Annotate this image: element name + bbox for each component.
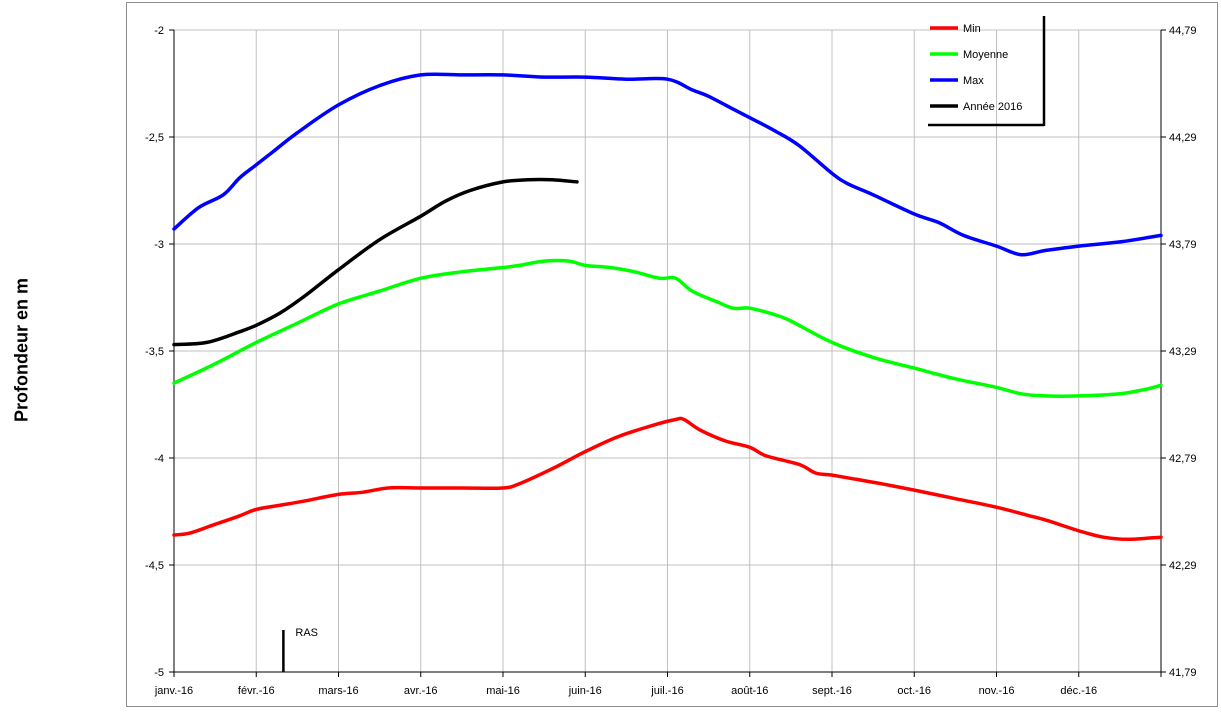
- series-line-moyenne: [172, 258, 1163, 398]
- y-tick-label: -4: [154, 453, 164, 465]
- x-tick-label: janv.-16: [154, 685, 193, 697]
- legend-label: Année 2016: [963, 101, 1022, 113]
- annotation-label: RAS: [295, 627, 318, 639]
- x-tick-label: juin-16: [568, 685, 602, 697]
- y2-tick-label: 44,29: [1169, 132, 1197, 144]
- x-tick-label: sept.-16: [812, 685, 852, 697]
- x-tick-label: mai-16: [486, 685, 520, 697]
- legend-label: Min: [963, 23, 981, 35]
- y-tick-label: -3: [154, 239, 164, 251]
- series-line-annee-2016: [172, 177, 579, 347]
- x-tick-label: oct.-16: [897, 685, 931, 697]
- y-tick-label: -2: [154, 25, 164, 37]
- x-tick-label: juil.-16: [650, 685, 683, 697]
- x-tick-label: avr.-16: [404, 685, 438, 697]
- y2-tick-label: 42,79: [1169, 453, 1197, 465]
- x-tick-label: nov.-16: [979, 685, 1015, 697]
- y2-tick-label: 43,29: [1169, 346, 1197, 358]
- x-tick-label: mars-16: [318, 685, 358, 697]
- legend-label: Max: [963, 75, 984, 87]
- series-line-max: [172, 72, 1163, 257]
- x-tick-label: déc.-16: [1060, 685, 1097, 697]
- x-tick-label: août-16: [731, 685, 768, 697]
- y2-tick-label: 44,79: [1169, 25, 1197, 37]
- legend-label: Moyenne: [963, 49, 1008, 61]
- y2-tick-label: 41,79: [1169, 667, 1197, 679]
- x-tick-label: févr.-16: [238, 685, 275, 697]
- y2-tick-label: 42,29: [1169, 560, 1197, 572]
- y-tick-label: -4,5: [145, 560, 164, 572]
- series-line-min: [172, 416, 1163, 542]
- y2-tick-label: 43,79: [1169, 239, 1197, 251]
- chart-frame: [126, 2, 1218, 707]
- y-tick-label: -5: [154, 667, 164, 679]
- y-tick-label: -3,5: [145, 346, 164, 358]
- y-tick-label: -2,5: [145, 132, 164, 144]
